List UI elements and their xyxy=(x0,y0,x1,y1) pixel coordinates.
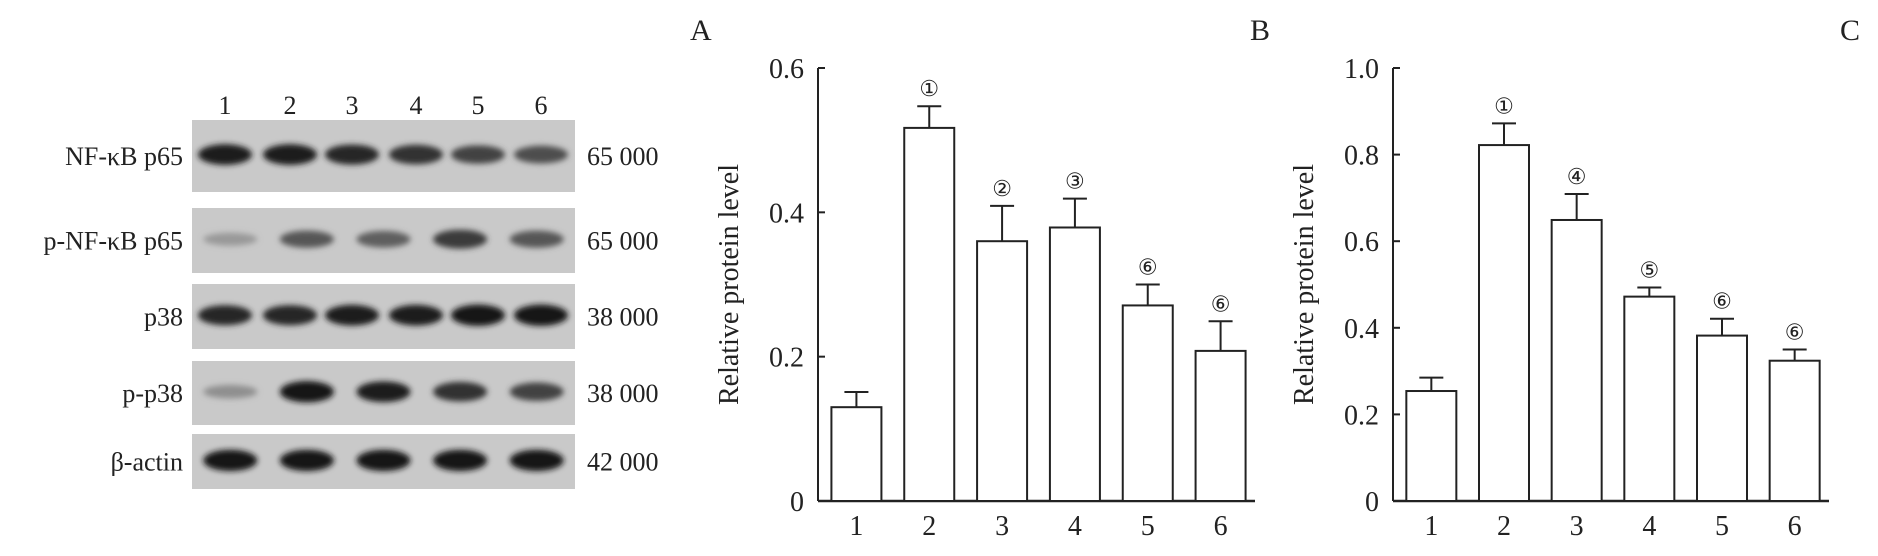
y-axis-label: Relative protein level xyxy=(1289,164,1320,405)
x-tick-label: 5 xyxy=(1141,511,1155,542)
protein-band xyxy=(279,381,334,403)
bar xyxy=(1194,349,1247,503)
y-tick-label: 0.2 xyxy=(769,343,804,374)
protein-band xyxy=(198,144,252,165)
protein-band xyxy=(514,304,568,326)
protein-band xyxy=(198,305,252,326)
significance-marker: ③ xyxy=(1065,169,1085,194)
protein-band xyxy=(263,144,317,165)
protein-band xyxy=(451,145,505,164)
y-axis-label: Relative protein level xyxy=(714,164,745,405)
bar xyxy=(1121,304,1174,503)
blot-row-label: p38 xyxy=(144,303,183,332)
blot-row-label: p-NF-κB p65 xyxy=(44,227,184,256)
blot-row-label: p-p38 xyxy=(122,379,183,408)
y-tick-label: 1.0 xyxy=(1344,54,1379,85)
significance-marker: ⑥ xyxy=(1712,289,1732,314)
protein-band xyxy=(433,229,488,249)
molecular-weight-label: 65 000 xyxy=(587,227,659,256)
lane-number: 4 xyxy=(410,91,423,120)
x-tick-label: 1 xyxy=(849,511,863,542)
y-tick-label: 0.6 xyxy=(1344,227,1379,258)
bar xyxy=(903,126,956,502)
y-tick-label: 0.2 xyxy=(1344,400,1379,431)
protein-band xyxy=(203,384,258,399)
protein-band xyxy=(514,145,568,164)
blot-row-label: NF-κB p65 xyxy=(65,142,183,171)
x-tick-label: 6 xyxy=(1788,511,1802,542)
y-tick-label: 0 xyxy=(1365,487,1379,518)
bar-chart-b: 0 0.2 0.4 0.6 Relative protein level 1 ① 2 ② 3 ③ 4 ⑥… xyxy=(714,54,1255,542)
x-tick-label: 3 xyxy=(995,511,1009,542)
x-tick-label: 1 xyxy=(1424,511,1438,542)
protein-band xyxy=(325,144,379,165)
protein-band xyxy=(509,382,564,401)
protein-band xyxy=(433,381,488,402)
x-tick-label: 3 xyxy=(1570,511,1584,542)
x-tick-label: 2 xyxy=(1497,511,1511,542)
protein-band xyxy=(325,304,379,326)
lane-number: 6 xyxy=(535,91,548,120)
protein-band xyxy=(203,449,258,472)
protein-band xyxy=(279,449,334,472)
significance-marker: ⑥ xyxy=(1138,255,1158,280)
bar xyxy=(1768,359,1821,503)
protein-band xyxy=(356,230,411,248)
protein-band xyxy=(356,381,411,403)
y-tick-label: 0.4 xyxy=(769,198,804,229)
bar xyxy=(1048,226,1101,502)
protein-band xyxy=(389,144,443,165)
bar xyxy=(1405,390,1458,503)
molecular-weight-label: 38 000 xyxy=(587,303,659,332)
bar xyxy=(976,240,1029,502)
bar xyxy=(1478,144,1530,502)
y-tick-label: 0.8 xyxy=(1344,141,1379,172)
molecular-weight-label: 38 000 xyxy=(587,379,659,408)
x-tick-label: 6 xyxy=(1214,511,1228,542)
y-tick-label: 0.6 xyxy=(769,54,804,85)
protein-band xyxy=(433,449,488,472)
protein-band xyxy=(451,304,505,326)
bar xyxy=(1550,218,1603,502)
x-tick-label: 4 xyxy=(1642,511,1656,542)
protein-band xyxy=(279,230,334,248)
x-tick-label: 4 xyxy=(1068,511,1082,542)
significance-marker: ② xyxy=(992,176,1012,201)
lane-number: 5 xyxy=(472,91,485,120)
y-tick-label: 0 xyxy=(790,487,804,518)
y-tick-label: 0.4 xyxy=(1344,314,1379,345)
significance-marker: ⑥ xyxy=(1785,319,1805,344)
lane-number: 3 xyxy=(346,91,359,120)
protein-band xyxy=(203,232,258,246)
panel-label-c: C xyxy=(1840,14,1860,47)
blot-strip xyxy=(192,284,575,349)
significance-marker: ① xyxy=(1494,93,1514,118)
lane-number: 2 xyxy=(284,91,297,120)
bar xyxy=(1623,295,1676,502)
western-blot: 1 2 3 4 5 6 NF-κB p65 65 000 p-NF-κB p65 65 000 p3… xyxy=(44,91,659,489)
protein-band xyxy=(509,230,564,248)
significance-marker: ④ xyxy=(1567,164,1587,189)
lane-number: 1 xyxy=(219,91,232,120)
blot-row-label: β-actin xyxy=(111,448,183,477)
bar xyxy=(830,406,883,502)
significance-marker: ⑤ xyxy=(1639,258,1659,283)
protein-band xyxy=(356,449,411,472)
molecular-weight-label: 42 000 xyxy=(587,448,659,477)
x-tick-label: 5 xyxy=(1715,511,1729,542)
bar-chart-c: 0 0.2 0.4 0.6 0.8 1.0 Relative protein level 1 ①… xyxy=(1289,54,1829,542)
significance-marker: ① xyxy=(919,76,939,101)
protein-band xyxy=(389,304,443,326)
molecular-weight-label: 65 000 xyxy=(587,142,659,171)
bar xyxy=(1696,334,1748,502)
protein-band xyxy=(263,305,317,326)
panel-label-b: B xyxy=(1250,14,1270,47)
protein-band xyxy=(509,449,564,472)
blot-strip xyxy=(192,120,575,192)
x-tick-label: 2 xyxy=(922,511,936,542)
panel-label-a: A xyxy=(690,14,712,47)
significance-marker: ⑥ xyxy=(1211,291,1231,316)
